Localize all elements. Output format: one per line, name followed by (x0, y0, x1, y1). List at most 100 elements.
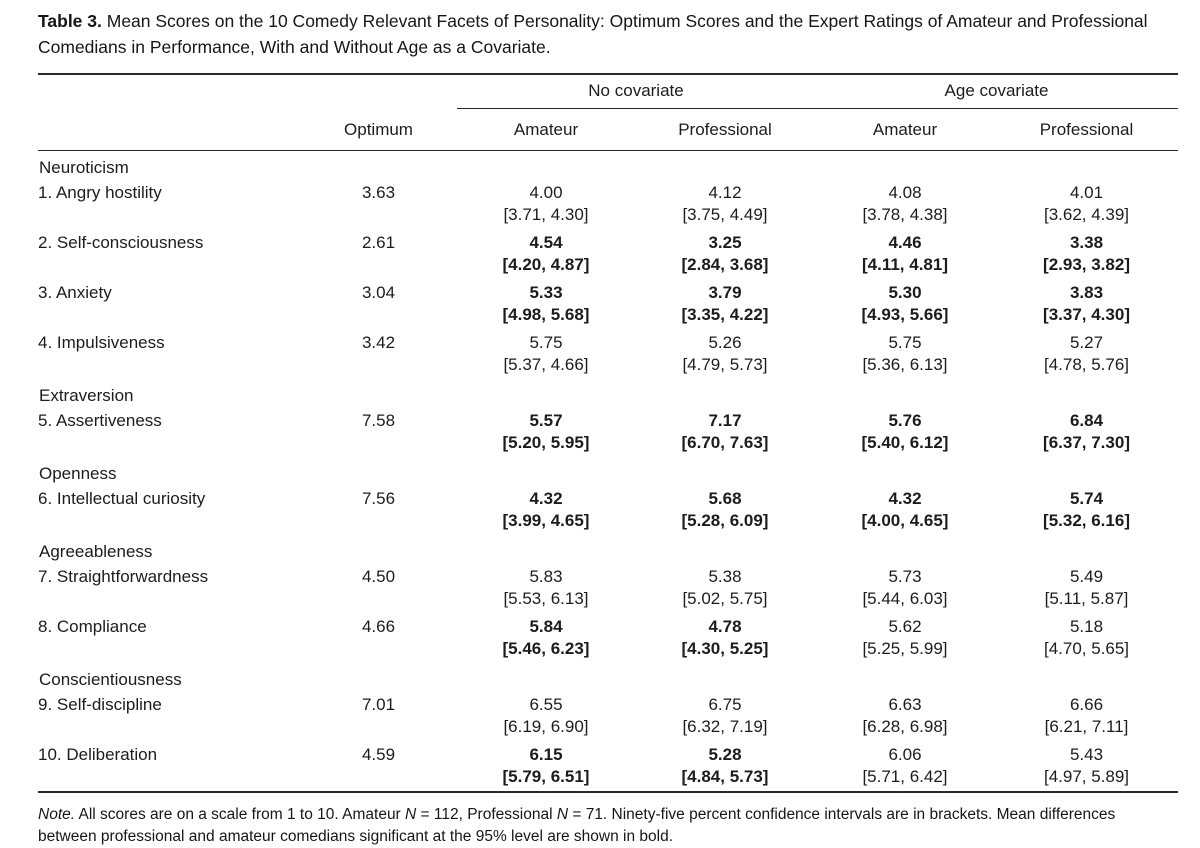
score-cell: 5.18 [4.70, 5.65] (995, 613, 1178, 663)
table-body: Neuroticism 1. Angry hostility 3.63 4.00 [3.… (38, 151, 1178, 793)
score-cell: 5.57 [5.20, 5.95] (457, 407, 635, 457)
table-row: 9. Self-discipline 7.01 6.55 [6.19, 6.90] 6.… (38, 691, 1178, 741)
section-header: Conscientiousness (39, 670, 182, 689)
section-row: Agreeableness (38, 535, 1178, 563)
mean-value: 6.63 (888, 695, 922, 714)
score-cell: 5.75 [5.37, 4.66] (457, 329, 635, 379)
mean-value: 4.54 (529, 233, 563, 252)
ci-value: [6.37, 7.30] (1043, 433, 1130, 452)
score-cell: 5.30 [4.93, 5.66] (815, 279, 995, 329)
note-italic-segment: N (556, 806, 569, 823)
score-cell: 3.25 [2.84, 3.68] (635, 229, 815, 279)
ci-value: [5.44, 6.03] (862, 589, 948, 608)
table-row: 1. Angry hostility 3.63 4.00 [3.71, 4.30] 4.… (38, 179, 1178, 229)
mean-value: 5.49 (1069, 567, 1104, 586)
ci-value: [5.11, 5.87] (1044, 589, 1129, 608)
optimum-value: 7.58 (361, 411, 396, 430)
table-title: Table 3. Mean Scores on the 10 Comedy Re… (38, 8, 1163, 60)
facet-label: 2. Self-consciousness (38, 233, 204, 252)
column-header-professional-agecov: Professional (995, 108, 1179, 151)
group-rule-row (38, 108, 1179, 109)
mean-value: 4.32 (529, 489, 563, 508)
score-cell: 5.49 [5.11, 5.87] (995, 563, 1178, 613)
mean-value: 5.38 (708, 567, 742, 586)
mean-value: 5.62 (888, 617, 922, 636)
ci-value: [6.28, 6.98] (862, 717, 948, 736)
optimum-value: 2.61 (361, 233, 396, 252)
ci-value: [5.36, 6.13] (862, 355, 948, 374)
score-cell: 5.43 [4.97, 5.89] (995, 741, 1178, 792)
mean-value: 3.38 (1069, 233, 1104, 252)
score-cell: 5.38 [5.02, 5.75] (635, 563, 815, 613)
mean-value: 4.00 (529, 183, 563, 202)
note-segment: = 71. Ninety-five percent confidence int… (38, 806, 1116, 845)
table-header: No covariate Age covariate Optimum Amate… (38, 74, 1179, 151)
ci-value: [6.19, 6.90] (503, 717, 589, 736)
score-cell: 5.27 [4.78, 5.76] (995, 329, 1178, 379)
ci-value: [3.78, 4.38] (862, 205, 948, 224)
mean-value: 5.74 (1069, 489, 1104, 508)
mean-value: 4.32 (888, 489, 922, 508)
score-cell: 6.06 [5.71, 6.42] (815, 741, 995, 792)
score-cell: 3.38 [2.93, 3.82] (995, 229, 1178, 279)
mean-value: 4.12 (708, 183, 742, 202)
ci-value: [5.37, 4.66] (503, 355, 589, 374)
ci-value: [5.53, 6.13] (503, 589, 589, 608)
facet-label: 3. Anxiety (38, 283, 112, 302)
mean-value: 6.75 (708, 695, 742, 714)
ci-value: [6.32, 7.19] (682, 717, 768, 736)
facet-label: 1. Angry hostility (38, 183, 162, 202)
score-cell: 4.12 [3.75, 4.49] (635, 179, 815, 229)
table-row: 5. Assertiveness 7.58 5.57 [5.20, 5.95] 7.17… (38, 407, 1178, 457)
note-text: All scores are on a scale from 1 to 10. … (38, 806, 1115, 845)
score-cell: 5.33 [4.98, 5.68] (457, 279, 635, 329)
mean-value: 5.30 (888, 283, 922, 302)
ci-value: [2.93, 3.82] (1043, 255, 1130, 274)
section-row: Conscientiousness (38, 663, 1178, 691)
score-cell: 5.84 [5.46, 6.23] (457, 613, 635, 663)
mean-value: 4.01 (1069, 183, 1104, 202)
ci-value: [4.30, 5.25] (681, 639, 769, 658)
score-cell: 5.28 [4.84, 5.73] (635, 741, 815, 792)
mean-value: 5.18 (1069, 617, 1104, 636)
note-italic-segment: N (405, 806, 417, 823)
group-span-rule (457, 108, 1179, 109)
mean-value: 6.55 (529, 695, 563, 714)
score-cell: 4.32 [3.99, 4.65] (457, 485, 635, 535)
optimum-value: 3.04 (361, 283, 396, 302)
table-row: 4. Impulsiveness 3.42 5.75 [5.37, 4.66] 5.26… (38, 329, 1178, 379)
mean-value: 5.68 (708, 489, 742, 508)
score-cell: 3.79 [3.35, 4.22] (635, 279, 815, 329)
mean-value: 6.84 (1069, 411, 1104, 430)
mean-value: 6.15 (529, 745, 563, 764)
mean-value: 3.83 (1069, 283, 1104, 302)
table-row: 7. Straightforwardness 4.50 5.83 [5.53, 6.1… (38, 563, 1178, 613)
ci-value: [2.84, 3.68] (681, 255, 769, 274)
mean-value: 5.75 (529, 333, 563, 352)
score-cell: 5.62 [5.25, 5.99] (815, 613, 995, 663)
score-cell: 5.76 [5.40, 6.12] (815, 407, 995, 457)
ci-value: [5.32, 6.16] (1043, 511, 1130, 530)
ci-value: [5.79, 6.51] (502, 767, 590, 786)
score-cell: 4.01 [3.62, 4.39] (995, 179, 1178, 229)
optimum-value: 3.63 (361, 183, 396, 202)
facet-label: 4. Impulsiveness (38, 333, 165, 352)
optimum-value: 7.56 (361, 489, 396, 508)
mean-value: 5.26 (708, 333, 742, 352)
facet-label: 7. Straightforwardness (38, 567, 209, 586)
ci-value: [4.79, 5.73] (682, 355, 768, 374)
ci-value: [5.71, 6.42] (862, 767, 948, 786)
score-cell: 6.66 [6.21, 7.11] (995, 691, 1178, 741)
column-header-optimum: Optimum (300, 108, 457, 151)
mean-value: 5.73 (888, 567, 922, 586)
mean-value: 3.25 (708, 233, 742, 252)
optimum-value: 4.50 (361, 567, 396, 586)
score-cell: 3.83 [3.37, 4.30] (995, 279, 1178, 329)
ci-value: [5.28, 6.09] (681, 511, 769, 530)
mean-value: 4.08 (888, 183, 922, 202)
group-header-row: No covariate Age covariate (38, 74, 1178, 108)
table-row: 3. Anxiety 3.04 5.33 [4.98, 5.68] 3.79 [3.35,… (38, 279, 1178, 329)
ci-value: [5.40, 6.12] (861, 433, 949, 452)
score-cell: 4.46 [4.11, 4.81] (815, 229, 995, 279)
